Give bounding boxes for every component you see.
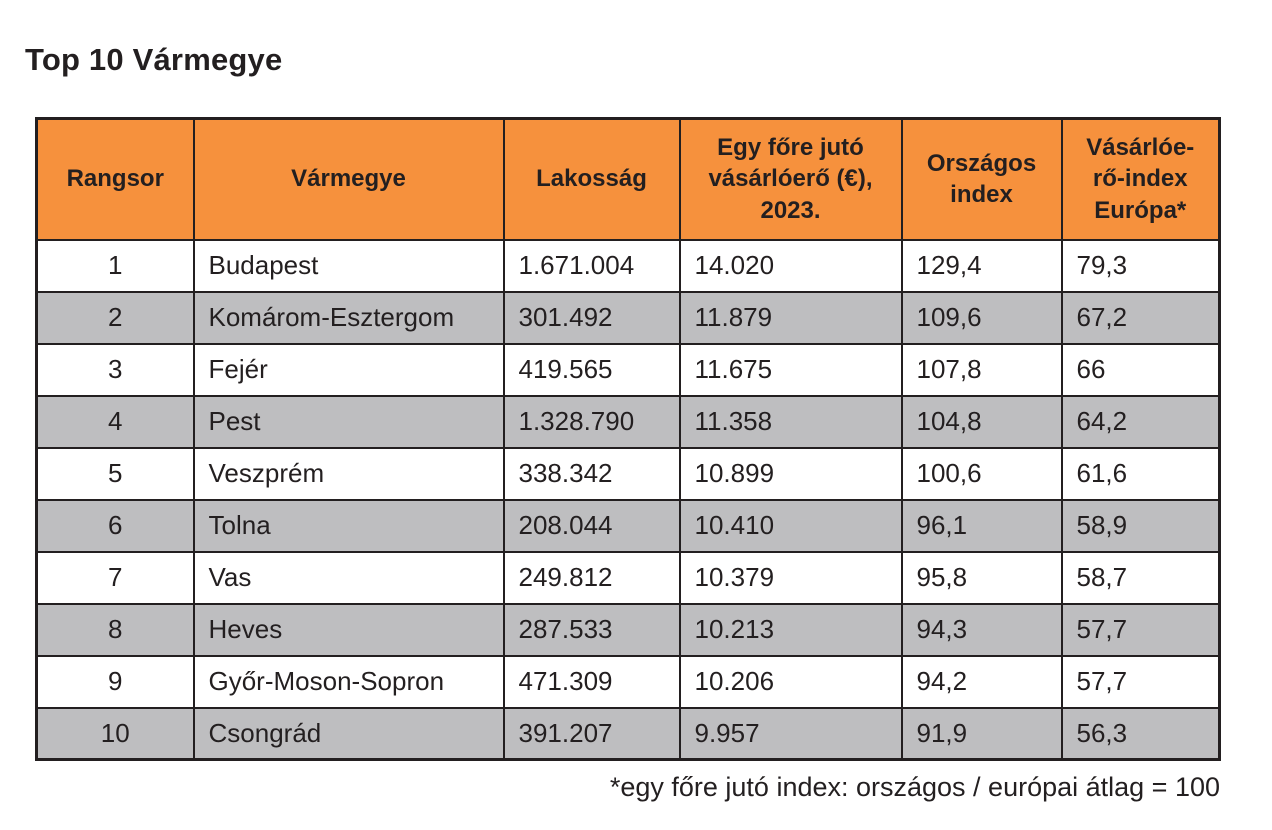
table-cell: 10.410 [678,498,903,553]
table-cell: 9 [35,654,195,709]
table-cell: 11.879 [678,290,903,345]
header-cell-orszagos-index: Országos index [900,117,1063,241]
table-row: 2 Komárom-Esztergom 301.492 11.879 109,6 67,2 [35,290,1221,345]
header-cell-europa-index: Vásárlóe-rő-index Európa* [1060,117,1221,241]
table-cell: 1 [35,238,195,293]
table-cell: 96,1 [900,498,1063,553]
header-cell-lakossag: Lakosság [502,117,681,241]
table-cell: 57,7 [1060,602,1221,657]
table-cell: 79,3 [1060,238,1221,293]
table-cell: 10 [35,706,195,761]
table-cell: Vas [192,550,505,605]
table-cell: 56,3 [1060,706,1221,761]
table-cell: Heves [192,602,505,657]
page-title: Top 10 Vármegye [25,42,283,77]
header-cell-vasarloero: Egy főre jutó vásárlóerő (€), 2023. [678,117,903,241]
table-cell: 10.206 [678,654,903,709]
table-cell: 10.213 [678,602,903,657]
header-cell-varmegye: Vármegye [192,117,505,241]
table-row: 3 Fejér 419.565 11.675 107,8 66 [35,342,1221,397]
table-cell: 1.671.004 [502,238,681,293]
table-cell: 58,7 [1060,550,1221,605]
header-cell-rangsor: Rangsor [35,117,195,241]
table-cell: 301.492 [502,290,681,345]
table-row: 5 Veszprém 338.342 10.899 100,6 61,6 [35,446,1221,501]
table-cell: 391.207 [502,706,681,761]
table-cell: 11.675 [678,342,903,397]
top10-varmegye-table: Rangsor Vármegye Lakosság Egy főre jutó … [35,117,1221,761]
table-cell: Fejér [192,342,505,397]
table-cell: 100,6 [900,446,1063,501]
table-row: 7 Vas 249.812 10.379 95,8 58,7 [35,550,1221,605]
table-cell: 91,9 [900,706,1063,761]
table-cell: 9.957 [678,706,903,761]
table-cell: 61,6 [1060,446,1221,501]
table-cell: Budapest [192,238,505,293]
table-cell: 64,2 [1060,394,1221,449]
table-cell: 249.812 [502,550,681,605]
table-cell: 471.309 [502,654,681,709]
table-cell: Veszprém [192,446,505,501]
table-cell: 67,2 [1060,290,1221,345]
table-cell: 10.899 [678,446,903,501]
table-cell: 10.379 [678,550,903,605]
table-row: 10 Csongrád 391.207 9.957 91,9 56,3 [35,706,1221,761]
table-header-row: Rangsor Vármegye Lakosság Egy főre jutó … [35,117,1221,241]
table-cell: 109,6 [900,290,1063,345]
table-cell: 287.533 [502,602,681,657]
table-cell: 57,7 [1060,654,1221,709]
table-cell: 5 [35,446,195,501]
table-row: 1 Budapest 1.671.004 14.020 129,4 79,3 [35,238,1221,293]
table-cell: 7 [35,550,195,605]
table-cell: Pest [192,394,505,449]
footnote: *egy főre jutó index: országos / európai… [609,772,1220,802]
table-cell: 419.565 [502,342,681,397]
table-cell: 11.358 [678,394,903,449]
table-cell: 95,8 [900,550,1063,605]
table-cell: 129,4 [900,238,1063,293]
table-cell: 3 [35,342,195,397]
table-row: 4 Pest 1.328.790 11.358 104,8 64,2 [35,394,1221,449]
table-cell: Csongrád [192,706,505,761]
table-cell: 107,8 [900,342,1063,397]
table-cell: 4 [35,394,195,449]
table-cell: 208.044 [502,498,681,553]
table-cell: 104,8 [900,394,1063,449]
table-cell: 58,9 [1060,498,1221,553]
table-row: 9 Győr-Moson-Sopron 471.309 10.206 94,2 57,7 [35,654,1221,709]
table-cell: Tolna [192,498,505,553]
table-cell: 6 [35,498,195,553]
table-cell: Komárom-Esztergom [192,290,505,345]
table-cell: 1.328.790 [502,394,681,449]
table-cell: 66 [1060,342,1221,397]
table-body: 1 Budapest 1.671.004 14.020 129,4 79,3 2 Komáro… [35,238,1221,761]
table-cell: 338.342 [502,446,681,501]
table-row: 8 Heves 287.533 10.213 94,3 57,7 [35,602,1221,657]
table-cell: Győr-Moson-Sopron [192,654,505,709]
table-row: 6 Tolna 208.044 10.410 96,1 58,9 [35,498,1221,553]
table-cell: 14.020 [678,238,903,293]
table-cell: 94,2 [900,654,1063,709]
table-cell: 2 [35,290,195,345]
table-header: Rangsor Vármegye Lakosság Egy főre jutó … [35,117,1221,241]
table-cell: 94,3 [900,602,1063,657]
table-cell: 8 [35,602,195,657]
